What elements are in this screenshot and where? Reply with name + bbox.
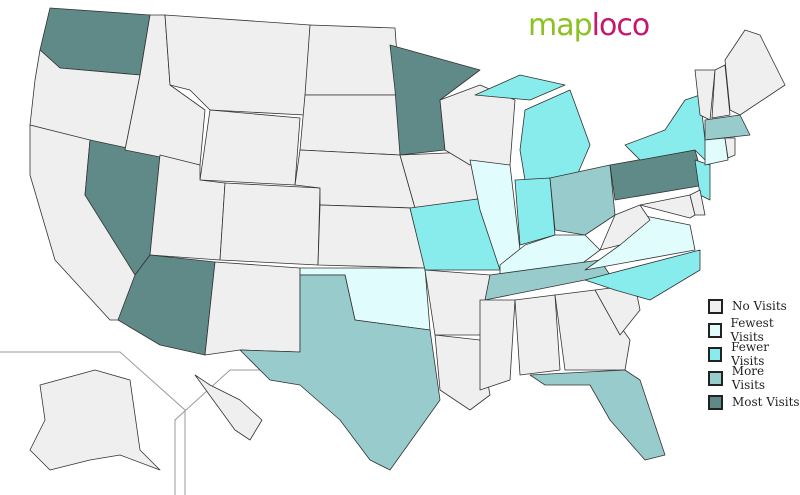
state-sd bbox=[299, 94, 401, 156]
legend-swatch bbox=[708, 298, 723, 314]
state-nc bbox=[584, 249, 701, 301]
legend-swatch bbox=[708, 394, 723, 410]
state-nd bbox=[304, 24, 401, 96]
state-ga bbox=[554, 289, 631, 371]
state-va bbox=[584, 214, 696, 271]
legend-label: Fewest Visits bbox=[730, 316, 774, 344]
state-me bbox=[724, 29, 786, 116]
state-ks bbox=[317, 204, 426, 269]
state-in bbox=[514, 177, 556, 246]
legend-item-fewest-visits: Fewest Visits bbox=[708, 316, 800, 344]
state-de bbox=[689, 189, 706, 216]
legend-label: Most Visits bbox=[732, 395, 800, 409]
state-pa bbox=[609, 149, 706, 201]
state-ct bbox=[704, 137, 729, 166]
state-ms bbox=[479, 299, 516, 391]
state-hi bbox=[194, 374, 263, 441]
legend-swatch bbox=[708, 370, 723, 386]
state-wy bbox=[199, 109, 301, 186]
state-mi bbox=[474, 74, 566, 101]
state-la bbox=[434, 334, 491, 411]
state-oh bbox=[549, 164, 616, 236]
logo-part-loco: loco bbox=[591, 8, 651, 43]
legend-label: No Visits bbox=[732, 299, 787, 313]
state-tx bbox=[239, 274, 441, 471]
state-al bbox=[514, 294, 561, 376]
state-nh bbox=[711, 64, 731, 119]
state-co bbox=[219, 182, 321, 266]
hawaii-inset-border bbox=[174, 369, 275, 495]
logo-part-map: map bbox=[528, 8, 593, 43]
state-fl bbox=[529, 369, 666, 461]
maploco-logo: maploco bbox=[528, 8, 651, 43]
state-wv bbox=[599, 204, 651, 251]
legend-swatch bbox=[708, 322, 722, 338]
state-md bbox=[639, 194, 696, 219]
state-nm bbox=[204, 261, 301, 356]
legend-item-more-visits: More Visits bbox=[708, 364, 800, 392]
state-ri bbox=[724, 137, 736, 159]
alaska-inset-border bbox=[0, 351, 186, 495]
state-ny bbox=[624, 94, 711, 166]
legend-swatch bbox=[708, 346, 723, 362]
legend-label: More Visits bbox=[731, 364, 766, 392]
state-ma bbox=[704, 114, 751, 141]
state-mi bbox=[519, 89, 591, 181]
legend-item-fewer-visits: Fewer Visits bbox=[708, 340, 800, 368]
legend: No Visits Fewest Visits Fewer Visits Mor… bbox=[708, 294, 800, 414]
state-ak bbox=[29, 369, 161, 471]
legend-item-no-visits: No Visits bbox=[708, 294, 800, 318]
legend-label: Fewer Visits bbox=[731, 340, 769, 368]
legend-item-most-visits: Most Visits bbox=[708, 390, 800, 414]
